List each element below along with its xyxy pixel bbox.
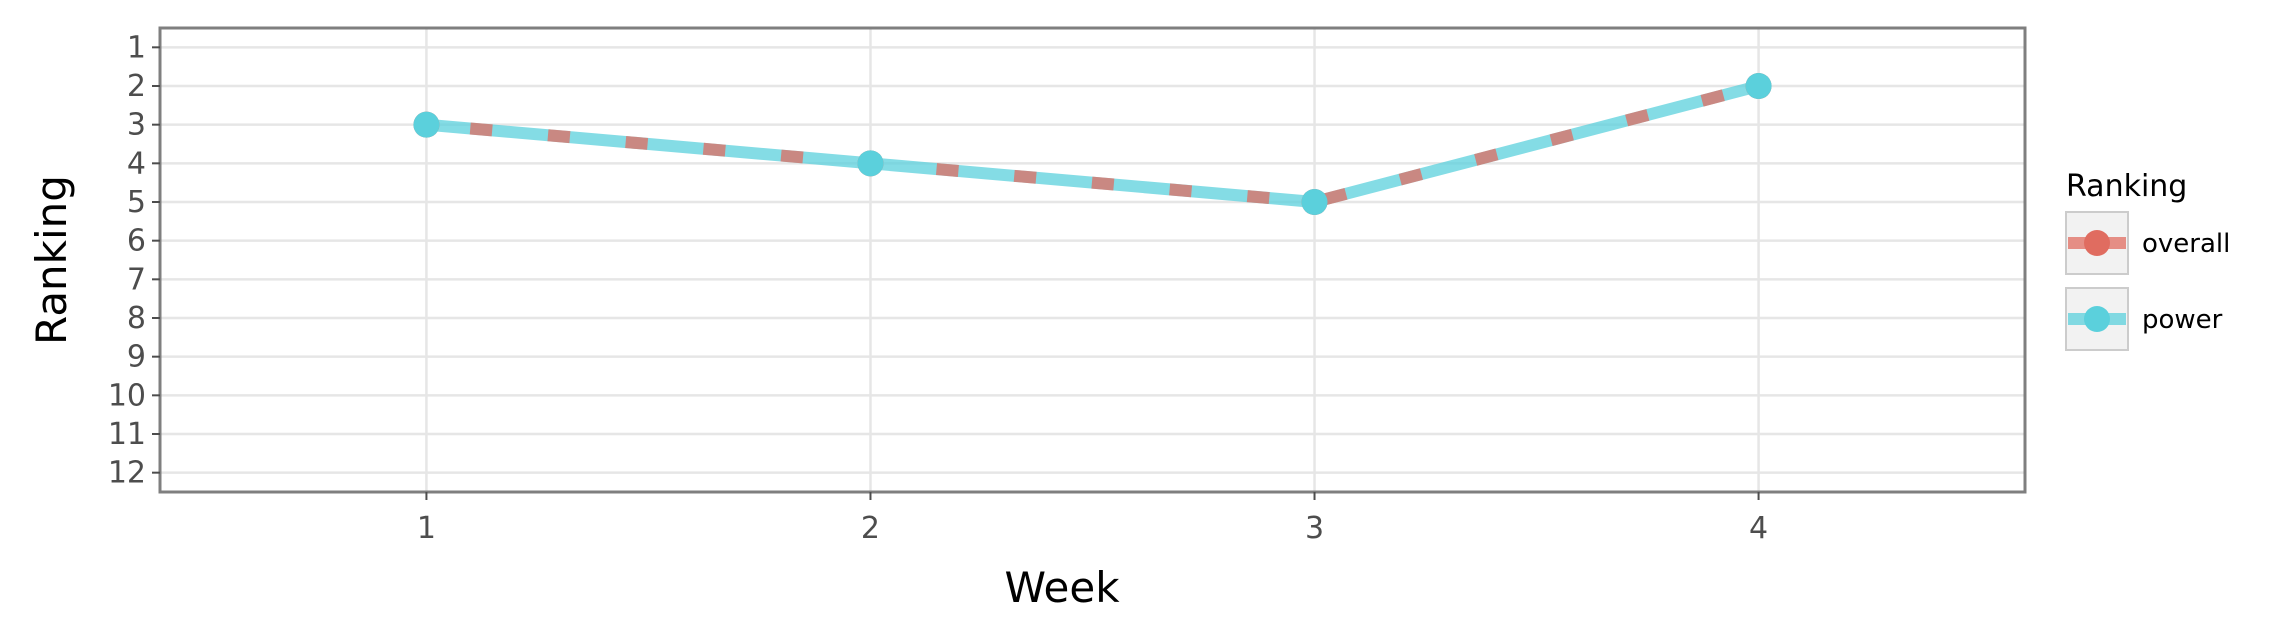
- point-power: [413, 111, 440, 138]
- point-power: [1745, 73, 1772, 99]
- plot-border: [158, 26, 2027, 494]
- y-tick-label: 12: [108, 456, 146, 491]
- plot-background: [160, 28, 2025, 492]
- x-axis-title: Week: [1004, 563, 1120, 612]
- y-tick-label: 7: [127, 262, 146, 297]
- legend: Ranking overall power: [2065, 169, 2230, 351]
- legend-label-overall: overall: [2142, 229, 2230, 259]
- y-tick-label: 5: [127, 185, 146, 220]
- y-tick-label: 6: [127, 224, 146, 259]
- legend-title: Ranking: [2066, 169, 2187, 204]
- x-tick-label: 2: [861, 511, 880, 546]
- y-tick-label: 9: [127, 340, 146, 375]
- data-points: [413, 73, 1772, 215]
- y-tick-label: 3: [127, 108, 146, 143]
- y-tick-label: 11: [108, 417, 146, 452]
- legend-key-point: [2084, 230, 2110, 256]
- y-axis-title: Ranking: [27, 175, 76, 345]
- legend-item-power: power: [2065, 287, 2223, 351]
- series-line-overall: [425, 80, 1761, 208]
- legend-label-power: power: [2142, 305, 2223, 335]
- point-power: [857, 150, 884, 177]
- y-tick-label: 1: [127, 30, 146, 65]
- y-tick-label: 8: [127, 301, 146, 336]
- x-tick-label: 3: [1305, 511, 1324, 546]
- legend-items: overall power: [2065, 211, 2230, 351]
- x-tick-label: 4: [1749, 511, 1768, 546]
- y-tick-label: 2: [127, 69, 146, 104]
- series-lines: [425, 80, 1761, 208]
- y-tick-label: 10: [108, 378, 146, 413]
- y-tick-label: 4: [127, 146, 146, 181]
- legend-item-overall: overall: [2065, 211, 2230, 275]
- x-axis-ticks: 1 2 3 4: [417, 492, 1768, 546]
- legend-key-point: [2084, 306, 2110, 332]
- x-tick-label: 1: [417, 511, 436, 546]
- point-power: [1301, 189, 1328, 215]
